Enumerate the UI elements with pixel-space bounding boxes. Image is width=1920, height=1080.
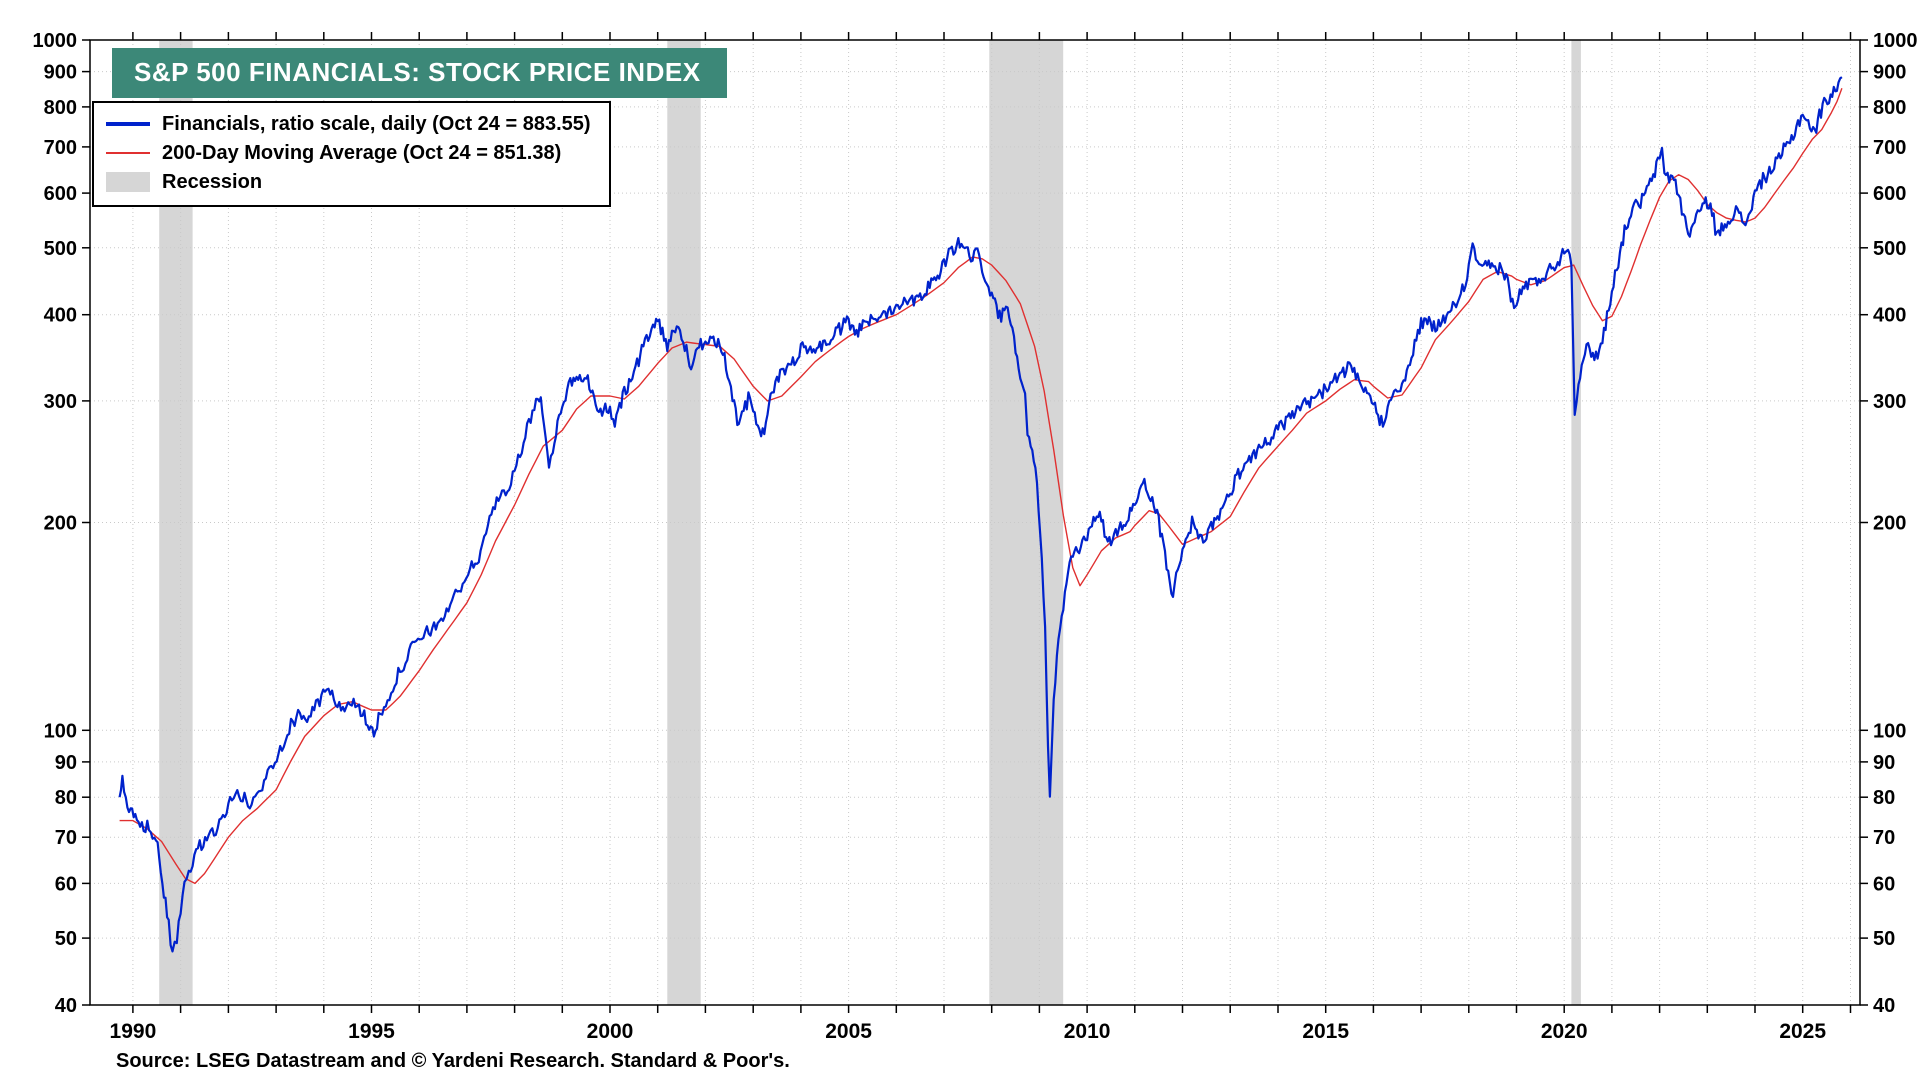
financials-series-line [118, 76, 1843, 953]
legend-row-financials: Financials, ratio scale, daily (Oct 24 =… [106, 111, 591, 137]
moving-average-line-swatch [106, 152, 150, 154]
y-axis-label-left: 1000 [33, 30, 78, 52]
y-axis-label-right: 90 [1873, 752, 1895, 774]
y-axis-label-left: 40 [55, 995, 77, 1017]
moving-average-line [119, 87, 1843, 885]
y-axis-label-right: 100 [1873, 720, 1906, 742]
axis-ticks [82, 32, 1868, 1013]
x-axis-label: 2000 [587, 1020, 634, 1043]
y-axis-label-left: 900 [44, 62, 77, 84]
y-axis-label-left: 800 [44, 97, 77, 119]
y-axis-label-left: 60 [55, 873, 77, 895]
y-axis-label-left: 600 [44, 183, 77, 205]
y-axis-label-left: 100 [44, 720, 77, 742]
y-axis-label-left: 200 [44, 513, 77, 535]
x-axis-label: 2020 [1541, 1020, 1588, 1043]
y-axis-label-right: 800 [1873, 97, 1906, 119]
x-axis-label: 1990 [110, 1020, 157, 1043]
y-axis-label-left: 300 [44, 391, 77, 413]
y-axis-label-left: 500 [44, 238, 77, 260]
y-axis-label-left: 400 [44, 305, 77, 327]
y-axis-label-right: 300 [1873, 391, 1906, 413]
x-axis-label: 2005 [825, 1020, 872, 1043]
chart-title-banner: S&P 500 FINANCIALS: STOCK PRICE INDEX [112, 48, 727, 98]
y-axis-label-right: 80 [1873, 787, 1895, 809]
moving-average-legend-label: 200-Day Moving Average (Oct 24 = 851.38) [162, 142, 562, 164]
financials-line-swatch [106, 122, 150, 126]
y-axis-label-left: 70 [55, 827, 77, 849]
plot-border [89, 39, 1861, 1006]
y-axis-label-right: 700 [1873, 137, 1906, 159]
recession-swatch [106, 172, 150, 192]
x-axis-label: 2015 [1302, 1020, 1349, 1043]
y-axis-label-right: 40 [1873, 995, 1895, 1017]
recession-band [667, 40, 701, 1005]
y-axis-label-right: 900 [1873, 62, 1906, 84]
y-axis-label-left: 80 [55, 787, 77, 809]
recession-band [1571, 40, 1581, 1005]
legend-row-moving-average: 200-Day Moving Average (Oct 24 = 851.38) [106, 140, 591, 166]
y-axis-label-right: 70 [1873, 827, 1895, 849]
recession-legend-label: Recession [162, 171, 263, 193]
y-axis-label-right: 500 [1873, 238, 1906, 260]
y-axis-label-left: 700 [44, 137, 77, 159]
x-axis-label: 2010 [1064, 1020, 1111, 1043]
financials-legend-label: Financials, ratio scale, daily (Oct 24 =… [162, 113, 591, 135]
chart-legend: Financials, ratio scale, daily (Oct 24 =… [92, 101, 611, 207]
y-axis-label-right: 60 [1873, 873, 1895, 895]
y-axis-label-right: 50 [1873, 928, 1895, 950]
x-axis-label: 2025 [1779, 1020, 1826, 1043]
y-axis-label-left: 50 [55, 928, 77, 950]
y-axis-label-right: 1000 [1873, 30, 1918, 52]
axis-labels: 40 40 50 50 60 60 70 70 80 80 90 90 100 100 200 200 300 3… [33, 30, 1918, 1043]
x-axis-label: 1995 [348, 1020, 395, 1043]
legend-row-recession: Recession [106, 169, 591, 195]
page-title: S&P 500 FINANCIALS: STOCK PRICE INDEX [134, 57, 701, 87]
y-axis-label-right: 600 [1873, 183, 1906, 205]
y-axis-label-right: 200 [1873, 513, 1906, 535]
y-axis-label-left: 90 [55, 752, 77, 774]
source-note: Source: LSEG Datastream and © Yardeni Re… [116, 1050, 790, 1072]
y-axis-label-right: 400 [1873, 305, 1906, 327]
